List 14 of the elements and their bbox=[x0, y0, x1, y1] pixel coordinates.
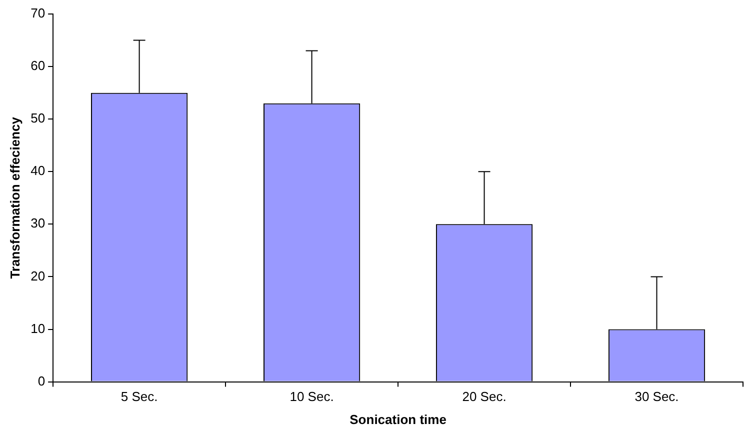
y-tick-label: 70 bbox=[30, 6, 46, 21]
y-tick-label: 10 bbox=[30, 320, 46, 336]
x-axis-title: Sonication time bbox=[350, 412, 446, 427]
x-tick-label: 5 Sec. bbox=[120, 389, 158, 404]
y-tick-label: 50 bbox=[30, 110, 46, 126]
y-tick-label: 30 bbox=[30, 216, 46, 231]
y-axis-title: Transformation effeciency bbox=[7, 116, 22, 279]
x-tick-label: 30 Sec. bbox=[634, 389, 679, 404]
y-tick-label: 20 bbox=[30, 268, 46, 284]
y-tick-label: 60 bbox=[30, 58, 46, 74]
y-tick-label: 40 bbox=[30, 163, 46, 178]
x-tick-label: 10 Sec. bbox=[290, 389, 334, 404]
x-tick-label: 20 Sec. bbox=[462, 389, 506, 404]
y-tick-label: 0 bbox=[38, 373, 46, 388]
